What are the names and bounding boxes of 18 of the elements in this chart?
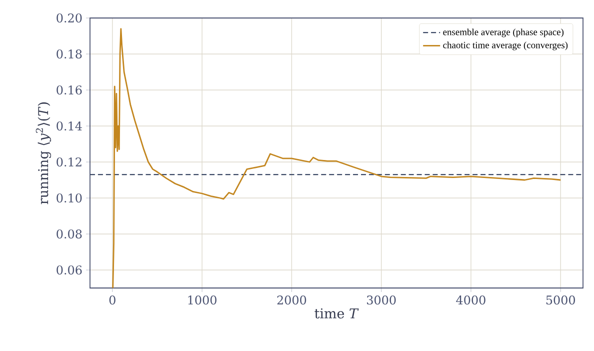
legend-label: chaotic time average (converges): [443, 42, 568, 50]
y-tick-label: 0.06: [56, 265, 82, 275]
legend-label: ensemble average (phase space): [443, 28, 564, 38]
y-tick-label: 0.10: [56, 193, 82, 203]
y-tick-label: 0.14: [56, 121, 82, 131]
x-tick-label: 0: [109, 296, 116, 305]
y-tick-label: 0.16: [56, 85, 82, 95]
x-tick-label: 4000: [456, 296, 486, 305]
x-tick-label: 3000: [367, 296, 396, 305]
x-axis-title: time T: [314, 308, 359, 318]
y-tick-label: 0.18: [56, 49, 82, 59]
x-tick-label: 5000: [546, 296, 576, 305]
y-tick-label: 0.08: [56, 229, 82, 239]
x-tick-label: 1000: [188, 296, 216, 305]
y-axis-title: running ⟨y$^{2}$⟩(T): [36, 102, 52, 204]
y-tick-label: 0.20: [56, 13, 82, 23]
x-tick-label: 2000: [277, 296, 306, 305]
y-tick-label: 0.12: [56, 157, 82, 167]
